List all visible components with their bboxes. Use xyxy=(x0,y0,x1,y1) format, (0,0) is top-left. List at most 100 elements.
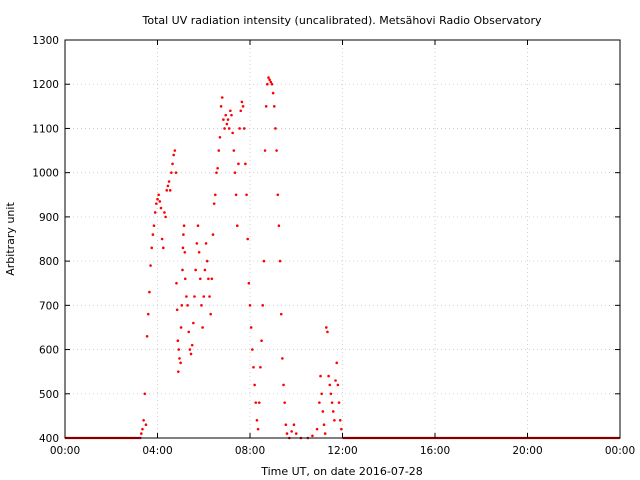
data-point xyxy=(315,427,319,431)
data-point xyxy=(181,268,184,272)
data-point xyxy=(218,135,222,139)
data-point xyxy=(255,419,259,422)
data-point xyxy=(142,419,145,422)
data-point xyxy=(216,166,219,170)
data-point xyxy=(157,193,160,197)
data-point xyxy=(230,113,233,117)
x-tick-label: 04:00 xyxy=(142,445,172,457)
data-point xyxy=(220,96,224,99)
y-tick-label: 900 xyxy=(39,212,59,224)
data-point xyxy=(283,401,286,404)
data-point xyxy=(327,374,330,378)
x-tick-label: 08:00 xyxy=(235,445,265,457)
data-point xyxy=(173,149,177,152)
data-point xyxy=(181,246,185,250)
data-point xyxy=(188,348,192,351)
data-point xyxy=(248,304,252,307)
data-point xyxy=(190,343,194,347)
x-tick-label: 00:00 xyxy=(50,445,80,457)
data-point xyxy=(172,153,175,157)
data-point xyxy=(246,237,249,241)
data-point xyxy=(338,419,342,422)
data-point xyxy=(174,171,178,174)
data-point xyxy=(211,233,215,236)
data-point xyxy=(185,295,188,298)
data-point xyxy=(235,224,239,228)
data-point xyxy=(279,312,283,316)
data-point xyxy=(205,259,209,263)
data-point xyxy=(259,365,262,369)
y-tick-label: 800 xyxy=(39,256,59,268)
data-point xyxy=(251,348,254,351)
data-point xyxy=(323,432,327,435)
data-point xyxy=(290,430,293,433)
data-point xyxy=(168,189,172,192)
data-point xyxy=(207,277,210,281)
data-point xyxy=(237,162,240,166)
data-point xyxy=(253,383,256,387)
x-tick-label: 20:00 xyxy=(512,445,542,457)
data-point xyxy=(292,423,296,427)
data-point xyxy=(270,82,274,86)
data-point xyxy=(222,118,225,121)
data-point xyxy=(215,171,218,174)
data-point xyxy=(183,250,187,254)
data-point xyxy=(143,392,147,396)
data-point xyxy=(167,180,171,183)
data-point xyxy=(320,392,323,396)
data-point xyxy=(202,295,206,298)
data-point xyxy=(267,76,270,79)
data-point xyxy=(326,330,329,334)
data-point xyxy=(159,206,163,210)
data-point xyxy=(242,127,246,130)
data-point xyxy=(336,383,340,387)
data-point xyxy=(197,250,201,254)
data-point xyxy=(319,374,322,378)
data-point xyxy=(149,264,152,267)
data-point xyxy=(164,215,167,219)
data-point xyxy=(212,202,216,205)
y-tick-label: 1100 xyxy=(32,123,59,135)
data-point xyxy=(178,357,181,360)
data-point xyxy=(210,277,214,281)
data-point xyxy=(152,224,156,228)
data-point xyxy=(278,259,282,263)
data-point xyxy=(146,312,150,316)
data-point xyxy=(272,105,276,108)
data-point xyxy=(166,184,170,188)
data-point xyxy=(151,233,155,236)
data-point xyxy=(340,427,343,431)
data-point xyxy=(204,242,208,245)
data-point xyxy=(318,401,321,404)
data-point xyxy=(161,246,165,250)
y-tick-label: 400 xyxy=(39,433,59,445)
data-point xyxy=(257,401,261,404)
data-point xyxy=(252,365,255,369)
data-point xyxy=(182,224,186,228)
data-point xyxy=(330,401,334,404)
data-point xyxy=(200,304,203,307)
data-point xyxy=(158,200,162,203)
data-point xyxy=(294,432,298,435)
data-point xyxy=(183,277,187,281)
data-point xyxy=(217,149,221,152)
data-point xyxy=(329,392,333,396)
data-point xyxy=(179,361,182,365)
y-axis-ticks: 400 500 600 700 800 900 1000 1100 1200 1300 xyxy=(32,35,620,445)
data-point xyxy=(180,304,184,307)
chart-title: Total UV radiation intensity (uncalibrat… xyxy=(142,14,542,27)
data-point xyxy=(192,321,195,325)
data-point xyxy=(241,105,245,108)
data-points xyxy=(140,76,343,440)
data-point xyxy=(281,357,284,360)
data-point xyxy=(311,434,314,438)
data-point xyxy=(175,281,178,285)
data-point xyxy=(277,224,281,228)
y-tick-label: 500 xyxy=(39,389,59,401)
data-point xyxy=(226,118,230,121)
data-point xyxy=(234,193,238,197)
data-point xyxy=(148,290,151,294)
data-point xyxy=(140,432,143,435)
data-point xyxy=(268,78,271,82)
